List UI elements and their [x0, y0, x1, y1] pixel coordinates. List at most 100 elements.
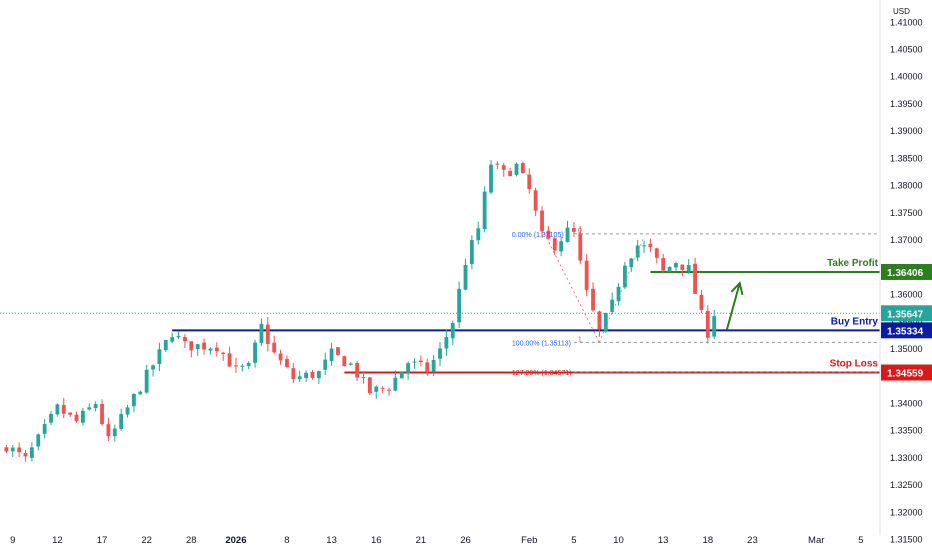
- y-tick-label: 1.32500: [890, 480, 923, 490]
- candle-body: [514, 163, 519, 175]
- candle-body: [705, 311, 710, 338]
- candle-body: [157, 349, 162, 365]
- target-arrow-shaft: [725, 282, 741, 330]
- candle-body: [661, 257, 666, 271]
- x-tick-label: 13: [326, 535, 337, 546]
- fib-level-label: 100.00% (1.35113): [512, 340, 571, 347]
- x-tick-label: 21: [416, 535, 427, 546]
- candle-body: [425, 362, 430, 373]
- candle-body: [463, 264, 468, 290]
- fib-level-label: 127.20% (1.34571): [512, 370, 572, 377]
- candle-body: [125, 407, 130, 415]
- y-tick-label: 1.40000: [890, 72, 923, 82]
- x-tick-label: 22: [141, 535, 152, 546]
- candle-body: [208, 348, 213, 351]
- candle-body: [616, 286, 621, 302]
- fib-trend-line: [599, 236, 645, 343]
- candle-body: [227, 353, 232, 367]
- x-tick-label: 8: [284, 535, 289, 546]
- current-price-tag: [881, 305, 932, 322]
- overlays: 0.00% (1.37105) 0 100.00% (1.35113) 1 127.20…: [512, 228, 893, 377]
- candle-body: [559, 241, 564, 252]
- candle-body: [572, 227, 576, 232]
- candle-body: [23, 453, 28, 457]
- candle-body: [183, 336, 187, 342]
- candle-body: [482, 191, 487, 230]
- y-tick-label: 1.40500: [890, 45, 923, 55]
- candle-body: [202, 342, 206, 350]
- candle-body: [438, 348, 442, 359]
- x-tick-label: Mar: [808, 535, 824, 546]
- x-tick-label: 5: [571, 535, 576, 546]
- candle-body: [36, 434, 41, 447]
- price-tag: [881, 263, 932, 280]
- candle-body: [540, 210, 544, 232]
- candle-body: [450, 322, 455, 339]
- candle-body: [310, 372, 315, 378]
- candle-body: [489, 164, 493, 193]
- candles: [4, 160, 717, 462]
- candle-body: [508, 170, 513, 177]
- candle-body: [469, 240, 474, 264]
- candle-body: [316, 371, 321, 379]
- price-tag-label: 1.35334: [887, 326, 924, 337]
- candle-body: [304, 372, 308, 378]
- y-tick-label: 1.37000: [890, 235, 923, 245]
- candle-body: [29, 447, 34, 458]
- candle-body: [393, 377, 398, 391]
- currency-label: USD: [893, 7, 910, 16]
- candle-body: [699, 294, 704, 310]
- candle-body: [272, 342, 277, 353]
- candle-body: [361, 377, 366, 379]
- price-tag-label: 1.34559: [887, 369, 924, 380]
- candle-body: [355, 363, 360, 378]
- candle-body: [278, 353, 283, 361]
- price-axis[interactable]: 1.31500 1.32000 1.32500 1.33000 1.33500 1.340…: [890, 17, 923, 544]
- candle-body: [100, 403, 104, 425]
- candle-body: [17, 447, 22, 453]
- candle-body: [80, 410, 85, 423]
- candle-body: [520, 163, 525, 173]
- current-price-label: 1.35647: [887, 309, 924, 320]
- candle-body: [527, 174, 532, 190]
- candle-body: [42, 424, 47, 434]
- candle-body: [151, 365, 155, 370]
- candle-body: [680, 264, 685, 270]
- candle-body: [565, 227, 570, 243]
- candle-body: [412, 361, 417, 363]
- time-axis[interactable]: 9 12 17 22 28 2026 8 13 16 21 26 Feb 5 10 13 18 23 Mar 5: [10, 535, 863, 546]
- candle-body: [591, 288, 595, 311]
- x-tick-label: 10: [613, 535, 624, 546]
- candle-body: [195, 344, 200, 349]
- x-tick-label: 2026: [225, 535, 246, 546]
- y-tick-label: 1.33000: [890, 453, 923, 463]
- x-tick-label: 28: [186, 535, 197, 546]
- x-tick-label: 16: [371, 535, 382, 546]
- y-tick-label: 1.39500: [890, 99, 923, 109]
- x-tick-label: 12: [52, 535, 63, 546]
- candle-body: [4, 447, 9, 452]
- candle-body: [285, 358, 289, 368]
- x-tick-label: 13: [658, 535, 669, 546]
- candle-body: [112, 428, 117, 437]
- candle-body: [246, 362, 251, 367]
- y-tick-label: 1.38000: [890, 181, 923, 191]
- candle-body: [348, 363, 353, 365]
- candle-body: [693, 263, 697, 294]
- candle-body: [597, 311, 602, 330]
- target-arrow-head: [730, 281, 744, 296]
- x-tick-label: 9: [10, 535, 15, 546]
- candle-body: [406, 363, 411, 373]
- candle-body: [323, 359, 328, 370]
- candle-body: [106, 424, 111, 437]
- candle-body: [93, 404, 98, 409]
- candle-body: [648, 243, 653, 248]
- candle-body: [61, 405, 66, 414]
- candle-body: [119, 414, 124, 429]
- candle-body: [221, 352, 226, 354]
- price-tag-label: 1.36406: [887, 268, 924, 279]
- y-tick-label: 1.32000: [890, 507, 923, 517]
- candle-body: [667, 266, 672, 272]
